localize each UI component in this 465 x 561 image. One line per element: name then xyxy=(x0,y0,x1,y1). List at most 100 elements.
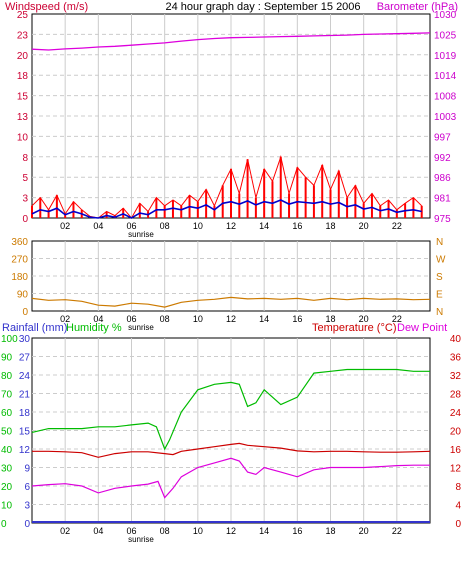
wind-left-axis-tick-10: 0 xyxy=(22,214,28,225)
wind-left-axis-tick-3: 18 xyxy=(17,71,29,82)
wind-baro-x-tick-06: 06 xyxy=(126,221,136,231)
temperature-axis-tick-3: 28 xyxy=(450,390,462,401)
wind-left-axis-tick-2: 20 xyxy=(17,51,29,62)
temperature-axis-tick-10: 0 xyxy=(455,519,461,530)
temperature-axis-tick-4: 24 xyxy=(450,408,462,419)
humidity-axis-tick-2: 80 xyxy=(1,371,13,382)
direction-right-axis-tick-3: E xyxy=(436,290,443,301)
temp-hum-x-tick-14: 14 xyxy=(259,526,269,536)
wind-left-axis-tick-9: 3 xyxy=(22,194,28,205)
rainfall-axis-tick-0: 30 xyxy=(19,334,31,345)
wind-baro-x-tick-20: 20 xyxy=(359,221,369,231)
rainfall-axis-tick-8: 6 xyxy=(24,482,30,493)
humidity-axis-tick-10: 0 xyxy=(1,519,7,530)
direction-sunrise-label: sunrise xyxy=(128,323,154,332)
wind-baro-x-tick-02: 02 xyxy=(60,221,70,231)
rainfall-axis-tick-7: 9 xyxy=(24,464,30,475)
rainfall-axis-tick-4: 18 xyxy=(19,408,31,419)
baro-right-axis-tick-10: 975 xyxy=(434,214,451,225)
direction-x-tick-12: 12 xyxy=(226,314,236,324)
wind-baro-x-tick-16: 16 xyxy=(292,221,302,231)
wind-left-axis-tick-5: 13 xyxy=(17,112,29,123)
baro-right-axis-tick-7: 992 xyxy=(434,153,451,164)
temperature-axis-title: Temperature (°C) xyxy=(312,322,396,334)
rainfall-axis-tick-5: 15 xyxy=(19,427,31,438)
barometer-line xyxy=(31,32,431,51)
temperature-axis-tick-5: 20 xyxy=(450,427,462,438)
rainfall-axis-tick-10: 0 xyxy=(24,519,30,530)
direction-left-axis-tick-1: 270 xyxy=(11,255,28,266)
wind-direction-line xyxy=(31,296,431,308)
wind-left-axis-tick-1: 23 xyxy=(17,30,29,41)
humidity-axis-tick-3: 70 xyxy=(1,390,13,401)
baro-right-axis-tick-2: 1019 xyxy=(434,51,457,62)
temp-hum-x-tick-10: 10 xyxy=(193,526,203,536)
wind-baro-x-tick-18: 18 xyxy=(325,221,335,231)
humidity-axis-tick-8: 20 xyxy=(1,482,13,493)
direction-x-tick-16: 16 xyxy=(292,314,302,324)
wind-left-axis-tick-0: 25 xyxy=(17,10,29,21)
temp-hum-x-tick-02: 02 xyxy=(60,526,70,536)
wind-baro-x-tick-08: 08 xyxy=(160,221,170,231)
rainfall-axis-tick-9: 3 xyxy=(24,501,30,512)
baro-right-axis-tick-1: 1025 xyxy=(434,30,457,41)
humidity-axis-tick-7: 30 xyxy=(1,464,13,475)
humidity-axis-tick-9: 10 xyxy=(1,501,13,512)
chart-title: 24 hour graph day : September 15 2006 xyxy=(165,1,360,13)
wind-baro-sunrise-label: sunrise xyxy=(128,230,154,239)
temperature-axis-tick-8: 8 xyxy=(455,482,461,493)
temperature-axis-tick-2: 32 xyxy=(450,371,462,382)
wind-baro-x-tick-10: 10 xyxy=(193,221,203,231)
direction-x-tick-22: 22 xyxy=(392,314,402,324)
baro-right-axis-tick-3: 1014 xyxy=(434,71,457,82)
direction-right-axis-tick-4: N xyxy=(436,307,443,318)
temperature-humidity-panel: 02 04 06 08 10 12 14 16 18 20 22sunrise10090807060… xyxy=(1,334,461,544)
dewpoint-line xyxy=(31,457,430,499)
temp-hum-x-tick-06: 06 xyxy=(126,526,136,536)
direction-x-tick-08: 08 xyxy=(160,314,170,324)
temp-hum-x-tick-18: 18 xyxy=(325,526,335,536)
wind-left-axis-tick-4: 15 xyxy=(17,92,29,103)
humidity-axis-title: Humidity % xyxy=(66,322,122,334)
rainfall-axis-tick-2: 24 xyxy=(19,371,31,382)
baro-right-axis-tick-5: 1003 xyxy=(434,112,457,123)
wind-barometer-panel: 02 04 06 08 10 12 14 16 18 20 22sunrise25232018151… xyxy=(17,10,457,239)
direction-right-axis-tick-1: W xyxy=(436,255,446,266)
direction-x-tick-14: 14 xyxy=(259,314,269,324)
windspeed-axis-title: Windspeed (m/s) xyxy=(5,1,88,13)
temp-hum-x-tick-20: 20 xyxy=(359,526,369,536)
temp-hum-x-tick-04: 04 xyxy=(93,526,103,536)
humidity-line xyxy=(31,368,430,451)
baro-right-axis-tick-6: 997 xyxy=(434,132,451,143)
rainfall-axis-tick-1: 27 xyxy=(19,353,31,364)
temp-hum-x-tick-22: 22 xyxy=(392,526,402,536)
rainfall-axis-title: Rainfall (mm) xyxy=(2,322,67,334)
wind-baro-x-tick-12: 12 xyxy=(226,221,236,231)
direction-x-tick-04: 04 xyxy=(93,314,103,324)
temperature-axis-tick-1: 36 xyxy=(450,353,462,364)
wind-direction-panel: 02 04 06 08 10 12 14 16 18 20 22 sunrise 360 270 180 90… xyxy=(11,237,446,332)
temperature-line xyxy=(32,442,431,458)
baro-right-axis-tick-9: 981 xyxy=(434,194,451,205)
direction-x-tick-02: 02 xyxy=(60,314,70,324)
direction-right-axis-tick-2: S xyxy=(436,272,443,283)
direction-x-tick-06: 06 xyxy=(126,314,136,324)
rainfall-axis-tick-3: 21 xyxy=(19,390,31,401)
temp-hum-x-tick-08: 08 xyxy=(160,526,170,536)
wind-average-line xyxy=(31,199,422,219)
humidity-axis-tick-4: 60 xyxy=(1,408,13,419)
dewpoint-axis-title: Dew Point xyxy=(397,322,447,334)
direction-left-axis-tick-2: 180 xyxy=(11,272,28,283)
baro-right-axis-tick-4: 1008 xyxy=(434,92,457,103)
wind-left-axis-tick-6: 10 xyxy=(17,132,29,143)
humidity-axis-tick-6: 40 xyxy=(1,445,13,456)
direction-x-tick-20: 20 xyxy=(359,314,369,324)
baro-right-axis-tick-8: 986 xyxy=(434,173,451,184)
wind-baro-x-tick-22: 22 xyxy=(392,221,402,231)
temperature-axis-tick-7: 12 xyxy=(450,464,462,475)
wind-left-axis-tick-7: 8 xyxy=(22,153,28,164)
temp-hum-x-tick-12: 12 xyxy=(226,526,236,536)
humidity-axis-tick-1: 90 xyxy=(1,353,13,364)
